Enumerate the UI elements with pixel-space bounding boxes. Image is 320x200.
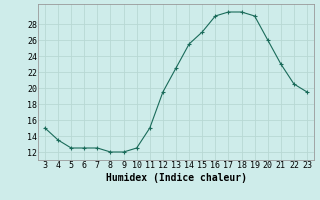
X-axis label: Humidex (Indice chaleur): Humidex (Indice chaleur)	[106, 173, 246, 183]
